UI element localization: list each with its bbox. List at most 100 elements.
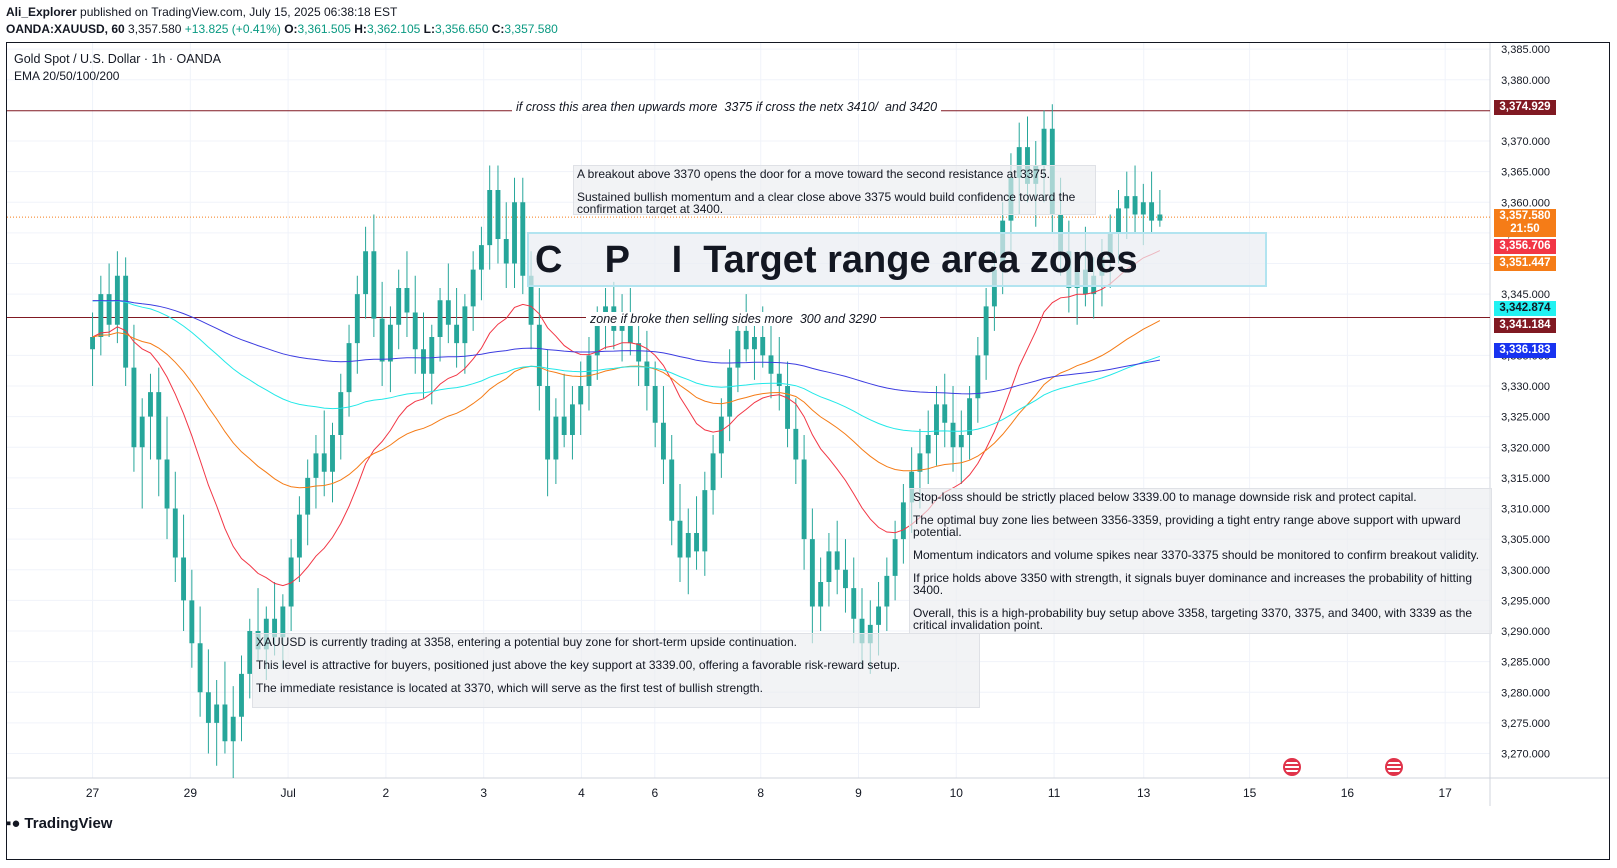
x-tick-label: 6 [651, 786, 658, 800]
note-right[interactable]: Stop-loss should be strictly placed belo… [909, 488, 1492, 634]
y-tick-label: 3,295.000 [1501, 595, 1550, 607]
candle-body [520, 202, 526, 276]
candle-body [528, 275, 534, 325]
candle-body [1157, 214, 1163, 221]
publish-header: Ali_Explorer published on TradingView.co… [6, 4, 397, 20]
ema-line [92, 250, 1161, 587]
note-right-line: Momentum indicators and volume spikes ne… [913, 548, 1480, 562]
note-bottom[interactable]: XAUUSD is currently trading at 3358, ent… [252, 633, 980, 708]
candle-body [172, 508, 178, 558]
candle-body [884, 575, 890, 607]
price-tag: 3,374.929 [1494, 100, 1556, 115]
candle-body [379, 318, 385, 362]
candle-body [346, 343, 352, 393]
y-tick-label: 3,370.000 [1501, 136, 1550, 148]
candle-body [148, 392, 153, 417]
candle-body [669, 459, 675, 521]
candle-body [917, 453, 923, 472]
candle-body [843, 569, 848, 589]
tradingview-logo[interactable]: ▪● TradingView [6, 815, 112, 832]
y-tick-label: 3,270.000 [1501, 749, 1550, 761]
candle-body [305, 477, 311, 515]
y-tick-label: 3,310.000 [1501, 504, 1550, 516]
publish-info: published on TradingView.com, July 15, 2… [80, 5, 398, 19]
symbol-label[interactable]: OANDA:XAUUSD, 60 [6, 22, 125, 36]
candle-body [727, 367, 733, 417]
candle-body [454, 324, 460, 344]
open-value: 3,361.505 [297, 22, 351, 36]
candle-body [503, 239, 509, 264]
candle-body [892, 539, 898, 576]
candle-body [536, 324, 542, 386]
us-event-flag-icon[interactable] [1283, 758, 1301, 776]
resistance-line-label[interactable]: if cross this area then upwards more 337… [512, 100, 942, 114]
y-tick-label: 3,290.000 [1501, 626, 1550, 638]
candle-body [387, 324, 393, 362]
author-name[interactable]: Ali_Explorer [6, 5, 77, 19]
price-tag: 3,357.580 [1494, 209, 1556, 224]
price-tag: 3,336.183 [1494, 343, 1556, 358]
candle-body [925, 435, 931, 454]
candle-body [958, 435, 964, 448]
candle-body [363, 251, 369, 295]
candle-body [1041, 128, 1047, 166]
candle-body [644, 361, 650, 386]
note-top-line: Sustained bullish momentum and a clear c… [577, 190, 1076, 215]
candle-body [578, 386, 584, 405]
candle-body [247, 631, 253, 674]
us-event-flag-icon[interactable] [1385, 758, 1403, 776]
candle-body [950, 422, 956, 448]
note-right-line: If price holds above 3350 with strength,… [913, 571, 1472, 597]
candle-body [934, 404, 939, 435]
candle-body [851, 588, 857, 619]
y-tick-label: 3,285.000 [1501, 657, 1550, 669]
candle-body [330, 435, 335, 472]
candle-body [280, 606, 286, 638]
candle-body [909, 471, 915, 503]
y-tick-label: 3,365.000 [1501, 167, 1550, 179]
candle-body [652, 386, 658, 423]
y-tick-label: 3,305.000 [1501, 534, 1550, 546]
candle-body [1132, 196, 1138, 215]
candle-body [478, 245, 484, 270]
candle-body [1116, 208, 1121, 233]
candle-body [752, 337, 757, 350]
candle-body [677, 520, 683, 558]
note-top[interactable]: A breakout above 3370 opens the door for… [573, 165, 1096, 215]
x-tick-label: 9 [855, 786, 862, 800]
candle-body [900, 502, 906, 540]
candle-body [371, 251, 377, 319]
high-value: 3,362.105 [366, 22, 421, 36]
last-price: 3,357.580 [128, 22, 182, 36]
cpi-target-zone[interactable]: C P I Target range area zones [527, 232, 1267, 287]
chart-frame [6, 42, 1610, 860]
note-bottom-line: This level is attractive for buyers, pos… [256, 658, 901, 672]
price-tag: 3,356.706 [1494, 239, 1556, 254]
y-tick-label: 3,275.000 [1501, 718, 1550, 730]
y-tick-label: 3,380.000 [1501, 75, 1550, 87]
candle-body [512, 202, 517, 264]
x-tick-label: 16 [1341, 786, 1355, 800]
candle-body [1149, 202, 1155, 221]
price-tag: 3,341.184 [1494, 318, 1556, 333]
candle-body [586, 355, 592, 386]
candle-body [338, 392, 344, 435]
y-tick-label: 3,300.000 [1501, 565, 1550, 577]
x-tick-label: 17 [1439, 786, 1453, 800]
y-tick-label: 3,330.000 [1501, 381, 1550, 393]
symbol-legend[interactable]: Gold Spot / U.S. Dollar · 1h · OANDA [14, 52, 222, 66]
candle-body [288, 557, 294, 607]
candle-body [189, 600, 195, 644]
candle-body [718, 416, 724, 454]
indicator-legend[interactable]: EMA 20/50/100/200 [14, 69, 120, 83]
candle-body [421, 349, 426, 374]
x-tick-label: 4 [578, 786, 585, 800]
y-tick-label: 3,315.000 [1501, 473, 1550, 485]
candle-body [1016, 147, 1022, 178]
note-right-line: Stop-loss should be strictly placed belo… [913, 490, 1417, 504]
candle-body [776, 373, 782, 386]
candle-body [181, 557, 187, 601]
support-line-label[interactable]: zone if broke then selling sides more 30… [586, 312, 881, 326]
candle-body [495, 190, 501, 239]
